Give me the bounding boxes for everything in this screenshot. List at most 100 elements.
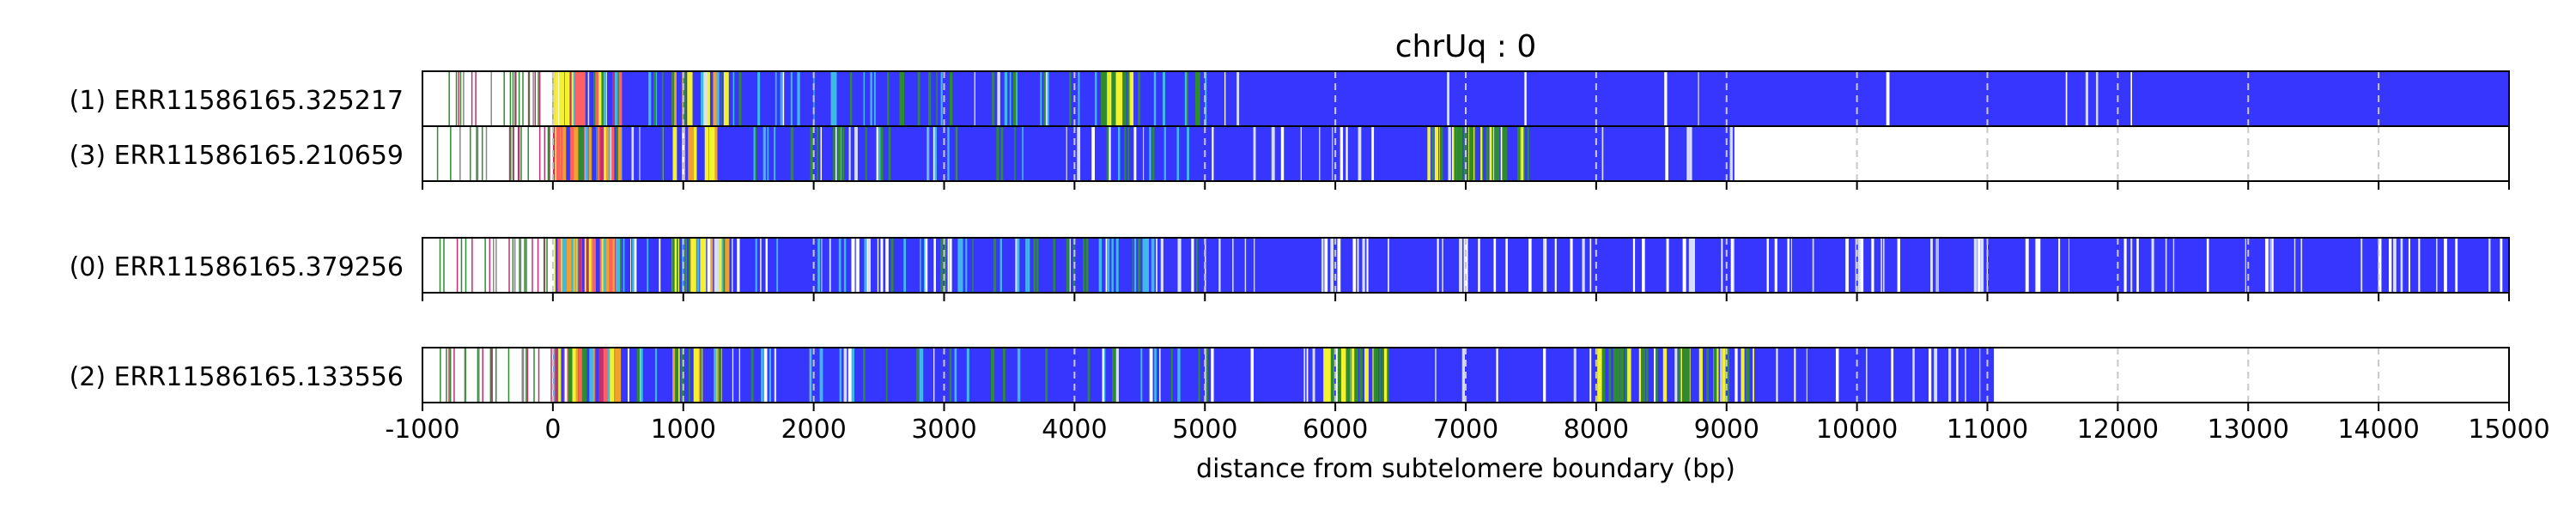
gap-line bbox=[1766, 238, 1769, 293]
feature-line bbox=[1153, 71, 1157, 126]
gap-line bbox=[1330, 238, 1334, 293]
feature-line bbox=[1009, 71, 1012, 126]
feature-line bbox=[683, 71, 686, 126]
feature-line bbox=[491, 348, 493, 403]
feature-line bbox=[1014, 126, 1016, 181]
feature-line bbox=[1114, 348, 1116, 403]
feature-line bbox=[738, 71, 742, 126]
feature-line bbox=[1187, 126, 1190, 181]
feature-line bbox=[1140, 348, 1143, 403]
feature-line bbox=[607, 126, 611, 181]
gap-line bbox=[1102, 348, 1105, 403]
feature-line bbox=[1043, 71, 1046, 126]
feature-line bbox=[512, 71, 514, 126]
gap-line bbox=[1496, 348, 1498, 403]
feature-line bbox=[677, 238, 678, 293]
feature-line bbox=[1359, 348, 1363, 403]
feature-line bbox=[819, 348, 822, 403]
feature-line bbox=[990, 348, 993, 403]
feature-line bbox=[762, 126, 766, 181]
gap-line bbox=[1857, 238, 1861, 293]
feature-line bbox=[532, 238, 533, 293]
gap-line bbox=[2172, 238, 2175, 293]
gap-line bbox=[1505, 238, 1508, 293]
feature-line bbox=[1713, 348, 1717, 403]
feature-line bbox=[1327, 348, 1331, 403]
feature-line bbox=[689, 238, 691, 293]
gap-line bbox=[1319, 126, 1321, 181]
feature-line bbox=[776, 238, 779, 293]
gap-line bbox=[774, 348, 777, 403]
feature-line bbox=[544, 126, 546, 181]
gap-line bbox=[2065, 71, 2068, 126]
feature-line bbox=[993, 238, 997, 293]
gap-line bbox=[1682, 238, 1686, 293]
gap-line bbox=[2025, 238, 2029, 293]
feature-line bbox=[609, 238, 613, 293]
feature-line bbox=[1502, 126, 1506, 181]
gap-line bbox=[1091, 126, 1096, 181]
gap-line bbox=[1835, 348, 1839, 403]
feature-line bbox=[1747, 348, 1750, 403]
feature-line bbox=[972, 238, 974, 293]
gap-line bbox=[1465, 238, 1468, 293]
feature-line bbox=[750, 348, 754, 403]
feature-line bbox=[1613, 348, 1617, 403]
feature-line bbox=[955, 126, 957, 181]
feature-line bbox=[604, 126, 606, 181]
feature-line bbox=[449, 348, 452, 403]
feature-line bbox=[817, 126, 818, 181]
feature-line bbox=[459, 126, 461, 181]
feature-line bbox=[654, 348, 658, 403]
feature-line bbox=[832, 71, 835, 126]
gap-line bbox=[820, 126, 823, 181]
feature-line bbox=[1727, 348, 1730, 403]
feature-line bbox=[490, 71, 492, 126]
feature-line bbox=[1337, 348, 1341, 403]
gap-line bbox=[1973, 238, 1978, 293]
feature-line bbox=[661, 126, 664, 181]
gap-line bbox=[2123, 238, 2127, 293]
gap-line bbox=[2360, 238, 2363, 293]
feature-line bbox=[888, 126, 891, 181]
gap-line bbox=[2245, 238, 2246, 293]
feature-line bbox=[903, 238, 907, 293]
feature-line bbox=[450, 126, 452, 181]
gap-line bbox=[1250, 348, 1255, 403]
feature-line bbox=[538, 126, 541, 181]
gap-line bbox=[1349, 348, 1352, 403]
feature-line bbox=[517, 126, 519, 181]
x-tick-label: 9000 bbox=[1694, 415, 1759, 445]
gap-line bbox=[1303, 348, 1306, 403]
feature-line bbox=[755, 238, 757, 293]
gap-line bbox=[1980, 238, 1984, 293]
feature-line bbox=[555, 238, 560, 293]
feature-line bbox=[612, 71, 616, 126]
feature-line bbox=[573, 126, 579, 181]
feature-line bbox=[941, 238, 944, 293]
feature-line bbox=[1439, 126, 1443, 181]
feature-line bbox=[471, 71, 473, 126]
gap-line bbox=[704, 71, 708, 126]
feature-line bbox=[562, 126, 567, 181]
gap-line bbox=[717, 238, 720, 293]
feature-line bbox=[915, 348, 920, 403]
gap-line bbox=[1589, 238, 1592, 293]
feature-line bbox=[1706, 348, 1710, 403]
feature-line bbox=[1746, 348, 1749, 403]
gap-line bbox=[1929, 348, 1932, 403]
feature-line bbox=[1176, 126, 1180, 181]
gap-line bbox=[1115, 348, 1119, 403]
feature-line bbox=[564, 71, 570, 126]
feature-line bbox=[1053, 238, 1055, 293]
gap-line bbox=[732, 348, 734, 403]
feature-line bbox=[513, 238, 516, 293]
gap-line bbox=[1232, 238, 1234, 293]
gap-line bbox=[1358, 126, 1362, 181]
feature-line bbox=[835, 71, 837, 126]
gap-line bbox=[1871, 238, 1874, 293]
feature-line bbox=[991, 71, 995, 126]
feature-line bbox=[873, 71, 876, 126]
feature-line bbox=[1197, 71, 1200, 126]
